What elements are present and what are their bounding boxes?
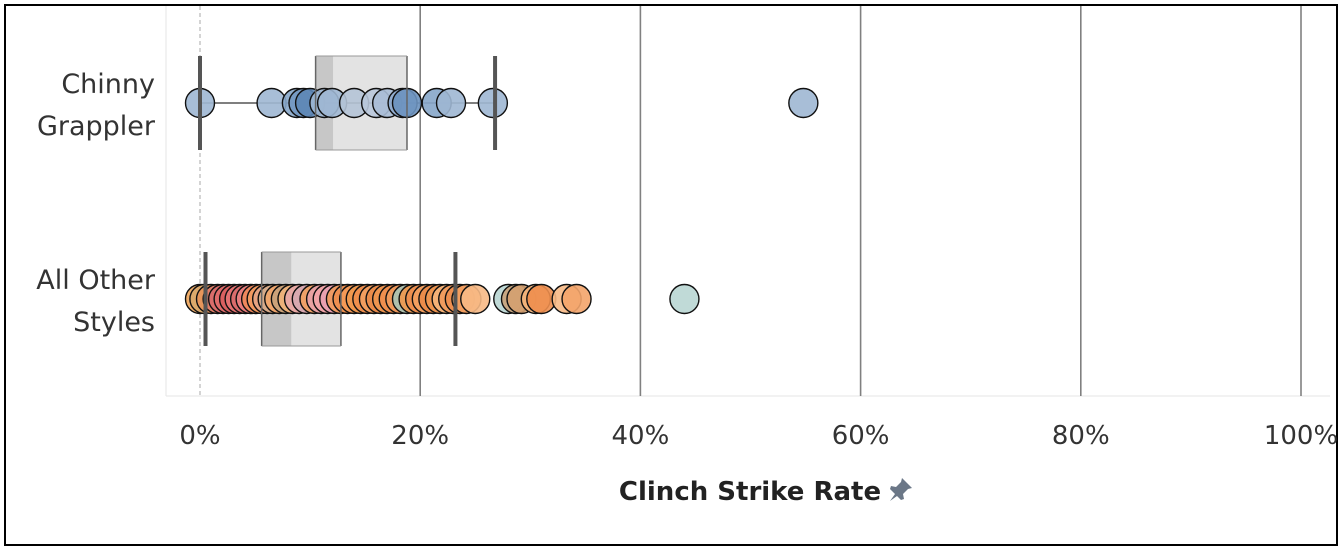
chart-frame	[4, 4, 1338, 546]
category-label: Chinny	[61, 69, 155, 100]
data-point	[788, 87, 819, 119]
x-tick-label: 20%	[391, 421, 449, 451]
category-label: All Other	[36, 265, 156, 296]
category-label: Grappler	[37, 111, 156, 142]
x-axis-title: Clinch Strike Rate	[619, 477, 881, 507]
x-tick-label: 60%	[832, 421, 890, 451]
x-tick-label: 0%	[179, 421, 220, 451]
data-point	[460, 283, 491, 315]
category-label: Styles	[73, 307, 155, 338]
data-point	[477, 87, 509, 119]
x-tick-label: 80%	[1052, 421, 1110, 451]
x-tick-label: 100%	[1264, 421, 1338, 451]
x-tick-label: 40%	[612, 421, 670, 451]
data-point	[435, 87, 467, 119]
data-point	[669, 283, 700, 315]
pin-icon	[890, 478, 912, 501]
data-point	[561, 283, 592, 315]
